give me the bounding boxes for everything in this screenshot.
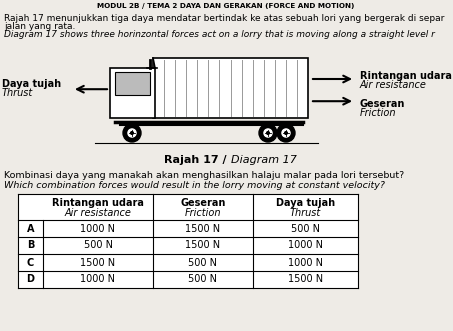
Text: Daya tujah: Daya tujah — [2, 79, 61, 89]
Text: Rintangan udara: Rintangan udara — [52, 198, 144, 208]
Text: Geseran: Geseran — [180, 198, 226, 208]
Bar — [18, 254, 358, 271]
Text: Rajah 17 menunjukkan tiga daya mendatar bertindak ke atas sebuah lori yang berge: Rajah 17 menunjukkan tiga daya mendatar … — [4, 14, 444, 23]
Circle shape — [128, 129, 136, 137]
Text: Thrust: Thrust — [2, 88, 33, 98]
Text: Kombinasi daya yang manakah akan menghasilkan halaju malar pada lori tersebut?: Kombinasi daya yang manakah akan menghas… — [4, 171, 404, 180]
Text: 1500 N: 1500 N — [185, 223, 221, 233]
Circle shape — [282, 129, 290, 137]
Text: MODUL 2B / TEMA 2 DAYA DAN GERAKAN (FORCE AND MOTION): MODUL 2B / TEMA 2 DAYA DAN GERAKAN (FORC… — [97, 3, 355, 9]
Bar — [18, 220, 358, 237]
Circle shape — [123, 124, 141, 142]
Bar — [153, 58, 308, 118]
Bar — [18, 271, 358, 288]
Text: Thrust: Thrust — [290, 208, 321, 218]
Text: 1000 N: 1000 N — [81, 274, 116, 285]
Text: 1000 N: 1000 N — [81, 223, 116, 233]
Text: 1000 N: 1000 N — [288, 258, 323, 267]
Text: 1500 N: 1500 N — [185, 241, 221, 251]
Text: Geseran: Geseran — [360, 99, 405, 109]
Text: 500 N: 500 N — [83, 241, 112, 251]
Text: Which combination forces would result in the lorry moving at constant velocity?: Which combination forces would result in… — [4, 181, 385, 190]
Text: Friction: Friction — [360, 108, 396, 118]
Text: A: A — [27, 223, 34, 233]
Text: B: B — [27, 241, 34, 251]
Text: jalan yang rata.: jalan yang rata. — [4, 22, 75, 31]
Text: Daya tujah: Daya tujah — [276, 198, 335, 208]
Text: D: D — [26, 274, 34, 285]
Bar — [18, 237, 358, 254]
Text: 500 N: 500 N — [188, 258, 217, 267]
Circle shape — [264, 129, 272, 137]
Bar — [110, 68, 155, 118]
Text: Rintangan udara: Rintangan udara — [360, 71, 452, 81]
Bar — [18, 194, 358, 220]
Text: Air resistance: Air resistance — [360, 80, 427, 90]
Circle shape — [130, 132, 133, 134]
Text: Friction: Friction — [185, 208, 221, 218]
Circle shape — [259, 124, 277, 142]
Circle shape — [284, 132, 287, 134]
Text: 1500 N: 1500 N — [81, 258, 116, 267]
Text: Diagram 17 shows three horinzontal forces act on a lorry that is moving along a : Diagram 17 shows three horinzontal force… — [4, 30, 435, 39]
Text: 1500 N: 1500 N — [288, 274, 323, 285]
Circle shape — [267, 132, 270, 134]
Text: Diagram 17: Diagram 17 — [231, 155, 297, 165]
Text: C: C — [27, 258, 34, 267]
Bar — [115, 72, 150, 94]
Text: Rajah 17 /: Rajah 17 / — [164, 155, 230, 165]
Text: 500 N: 500 N — [291, 223, 320, 233]
Circle shape — [277, 124, 295, 142]
Text: 500 N: 500 N — [188, 274, 217, 285]
Text: 1000 N: 1000 N — [288, 241, 323, 251]
Text: Air resistance: Air resistance — [65, 208, 131, 218]
